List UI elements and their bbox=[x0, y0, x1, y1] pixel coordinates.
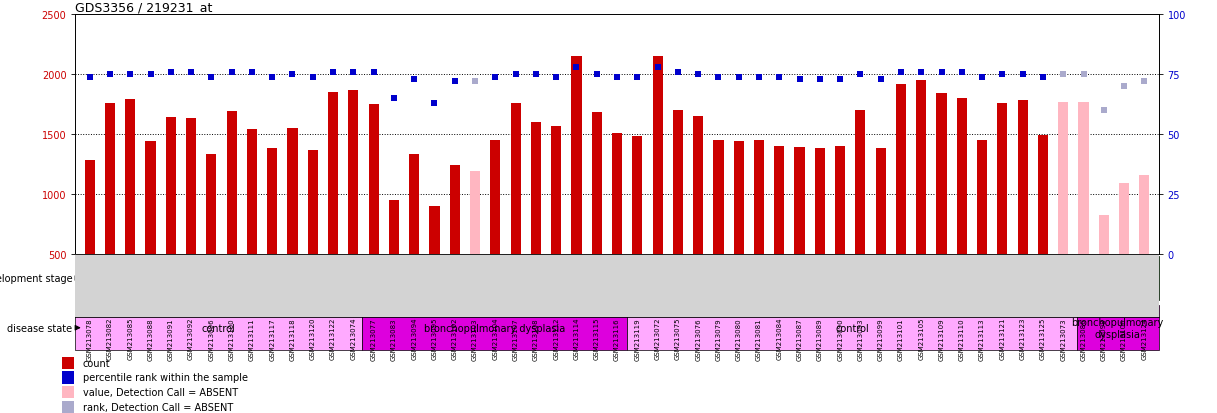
Bar bbox=[814, 149, 825, 254]
Bar bbox=[633, 137, 643, 254]
Bar bbox=[388, 200, 399, 254]
Bar bbox=[62, 357, 74, 369]
Bar bbox=[470, 172, 479, 254]
Bar bbox=[875, 149, 886, 254]
Bar bbox=[449, 166, 460, 254]
Bar bbox=[247, 130, 257, 254]
Bar bbox=[591, 113, 601, 254]
Bar bbox=[1078, 102, 1088, 254]
Bar bbox=[627, 306, 1077, 350]
Bar bbox=[75, 256, 627, 301]
Bar bbox=[327, 93, 338, 254]
Bar bbox=[146, 142, 156, 254]
Bar bbox=[713, 140, 723, 254]
Text: control: control bbox=[202, 323, 235, 333]
Bar bbox=[652, 57, 662, 254]
Bar bbox=[226, 112, 236, 254]
Bar bbox=[308, 150, 318, 254]
Bar bbox=[916, 81, 926, 254]
Text: rank, Detection Call = ABSENT: rank, Detection Call = ABSENT bbox=[83, 402, 232, 412]
Bar bbox=[673, 111, 683, 254]
Bar bbox=[125, 100, 135, 254]
Bar bbox=[206, 155, 217, 254]
Bar bbox=[510, 104, 521, 254]
Text: count: count bbox=[83, 358, 111, 368]
Bar bbox=[795, 148, 804, 254]
Text: GDS3356 / 219231_at: GDS3356 / 219231_at bbox=[75, 1, 213, 14]
Bar bbox=[1099, 216, 1109, 254]
Bar bbox=[62, 371, 74, 384]
Bar bbox=[753, 140, 764, 254]
Bar bbox=[612, 133, 622, 254]
Bar bbox=[186, 119, 196, 254]
Bar bbox=[62, 401, 74, 413]
Bar bbox=[409, 155, 419, 254]
Bar bbox=[1077, 306, 1159, 350]
Bar bbox=[75, 306, 361, 350]
Bar bbox=[369, 105, 378, 254]
Bar bbox=[896, 85, 905, 254]
Bar bbox=[627, 256, 1159, 301]
Text: bronchopulmonary dysplasia: bronchopulmonary dysplasia bbox=[424, 323, 565, 333]
Bar bbox=[774, 147, 784, 254]
Bar bbox=[1120, 183, 1129, 254]
Bar bbox=[692, 117, 703, 254]
Bar bbox=[348, 90, 358, 254]
Text: percentile rank within the sample: percentile rank within the sample bbox=[83, 373, 248, 382]
Bar bbox=[62, 386, 74, 398]
Bar bbox=[166, 118, 175, 254]
Bar bbox=[1038, 136, 1048, 254]
Text: higher gestational age: higher gestational age bbox=[837, 273, 948, 283]
Text: lower gestational age: lower gestational age bbox=[298, 273, 404, 283]
Bar bbox=[361, 306, 627, 350]
Bar bbox=[430, 206, 439, 254]
Bar bbox=[1139, 175, 1149, 254]
Bar bbox=[1017, 101, 1027, 254]
Text: disease state: disease state bbox=[7, 323, 75, 333]
Bar bbox=[856, 111, 865, 254]
Bar bbox=[936, 94, 947, 254]
Text: bronchopulmonary
dysplasia: bronchopulmonary dysplasia bbox=[1072, 317, 1163, 339]
Bar bbox=[531, 123, 540, 254]
Text: value, Detection Call = ABSENT: value, Detection Call = ABSENT bbox=[83, 387, 237, 397]
Bar bbox=[267, 149, 277, 254]
Bar bbox=[734, 142, 744, 254]
Bar bbox=[997, 104, 1008, 254]
Bar bbox=[835, 147, 845, 254]
Bar bbox=[287, 129, 297, 254]
Bar bbox=[105, 104, 114, 254]
Bar bbox=[957, 99, 966, 254]
Text: development stage: development stage bbox=[0, 273, 75, 283]
Bar bbox=[551, 126, 561, 254]
Bar bbox=[490, 140, 500, 254]
Text: control: control bbox=[835, 323, 869, 333]
Bar bbox=[85, 161, 95, 254]
Bar bbox=[977, 140, 987, 254]
Bar bbox=[572, 57, 582, 254]
Bar bbox=[1058, 102, 1069, 254]
